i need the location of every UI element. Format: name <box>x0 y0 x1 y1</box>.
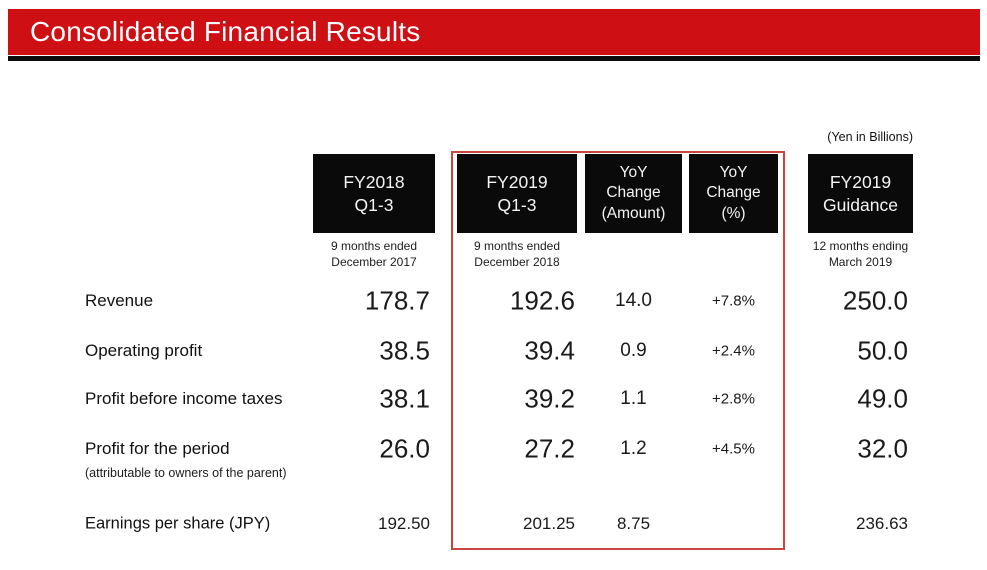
cell-guidance: 32.0 <box>857 433 908 464</box>
title-underline <box>8 56 980 61</box>
cell-fy2019: 27.2 <box>524 433 575 464</box>
row-label: Revenue <box>85 291 154 310</box>
column-header-line: FY2018 <box>343 172 405 193</box>
cell-guidance: 49.0 <box>857 383 908 414</box>
subheader-fy2018: 9 months ended December 2017 <box>305 238 443 270</box>
cell-fy2018: 38.1 <box>379 383 430 414</box>
subheader-line: December 2017 <box>331 255 417 270</box>
column-header-line: FY2019 <box>486 172 548 193</box>
cell-yoy-percent: +2.8% <box>712 390 755 408</box>
column-header-yoy-amount: YoY Change (Amount) <box>585 154 682 233</box>
column-header-line: YoY <box>719 164 748 182</box>
cell-fy2019: 201.25 <box>523 514 575 533</box>
column-header-line: Q1-3 <box>497 194 537 215</box>
column-header-line: Change <box>706 184 761 202</box>
cell-yoy-percent: +2.4% <box>712 342 755 360</box>
row-label: Earnings per share (JPY) <box>85 514 271 533</box>
column-header-line: Q1-3 <box>354 194 394 215</box>
cell-fy2018: 178.7 <box>364 285 430 316</box>
column-header-line: (%) <box>721 204 746 222</box>
row-label: Operating profit <box>85 341 203 360</box>
subheader-fy2019: 9 months ended December 2018 <box>449 238 585 270</box>
row-sublabel-attributable: (attributable to owners of the parent) <box>85 466 287 480</box>
column-header-line: (Amount) <box>601 204 666 222</box>
cell-yoy-percent: +7.8% <box>712 292 755 310</box>
cell-guidance: 236.63 <box>856 514 908 533</box>
cell-fy2019: 39.2 <box>524 383 575 414</box>
row-label: Profit before income taxes <box>85 389 283 408</box>
subheader-guidance: 12 months ending March 2019 <box>793 238 928 270</box>
column-header-yoy-percent: YoY Change (%) <box>689 154 778 233</box>
column-header-fy2019-q13: FY2019 Q1-3 <box>457 154 577 233</box>
subheader-line: March 2019 <box>828 255 893 270</box>
cell-fy2019: 39.4 <box>524 335 575 366</box>
subheader-line: 9 months ended <box>330 239 418 253</box>
subheader-line: 9 months ended <box>473 239 561 253</box>
cell-yoy-amount: 1.2 <box>620 438 647 459</box>
cell-fy2018: 26.0 <box>379 433 430 464</box>
cell-yoy-amount: 14.0 <box>615 290 652 311</box>
page-title: Consolidated Financial Results <box>30 16 421 47</box>
cell-guidance: 250.0 <box>842 285 908 316</box>
column-header-fy2019-guidance: FY2019 Guidance <box>808 154 913 233</box>
cell-yoy-percent: +4.5% <box>712 440 755 458</box>
subheader-line: December 2018 <box>474 255 560 270</box>
cell-yoy-amount: 0.9 <box>620 340 647 361</box>
column-header-fy2018-q13: FY2018 Q1-3 <box>313 154 435 233</box>
cell-fy2018: 38.5 <box>379 335 430 366</box>
title-bar: Consolidated Financial Results <box>8 9 980 55</box>
fy2019-highlight-frame <box>451 151 785 550</box>
cell-fy2019: 192.6 <box>509 285 575 316</box>
cell-guidance: 50.0 <box>857 335 908 366</box>
column-header-line: FY2019 <box>829 172 892 193</box>
cell-yoy-amount: 8.75 <box>616 514 651 533</box>
unit-note: (Yen in Billions) <box>827 130 913 144</box>
cell-fy2018: 192.50 <box>378 514 430 533</box>
column-header-line: Change <box>606 184 661 202</box>
column-header-line: YoY <box>619 164 648 182</box>
column-header-line: Guidance <box>823 194 898 215</box>
cell-yoy-amount: 1.1 <box>620 388 647 409</box>
subheader-line: 12 months ending <box>812 239 909 253</box>
row-label: Profit for the period <box>85 439 230 458</box>
